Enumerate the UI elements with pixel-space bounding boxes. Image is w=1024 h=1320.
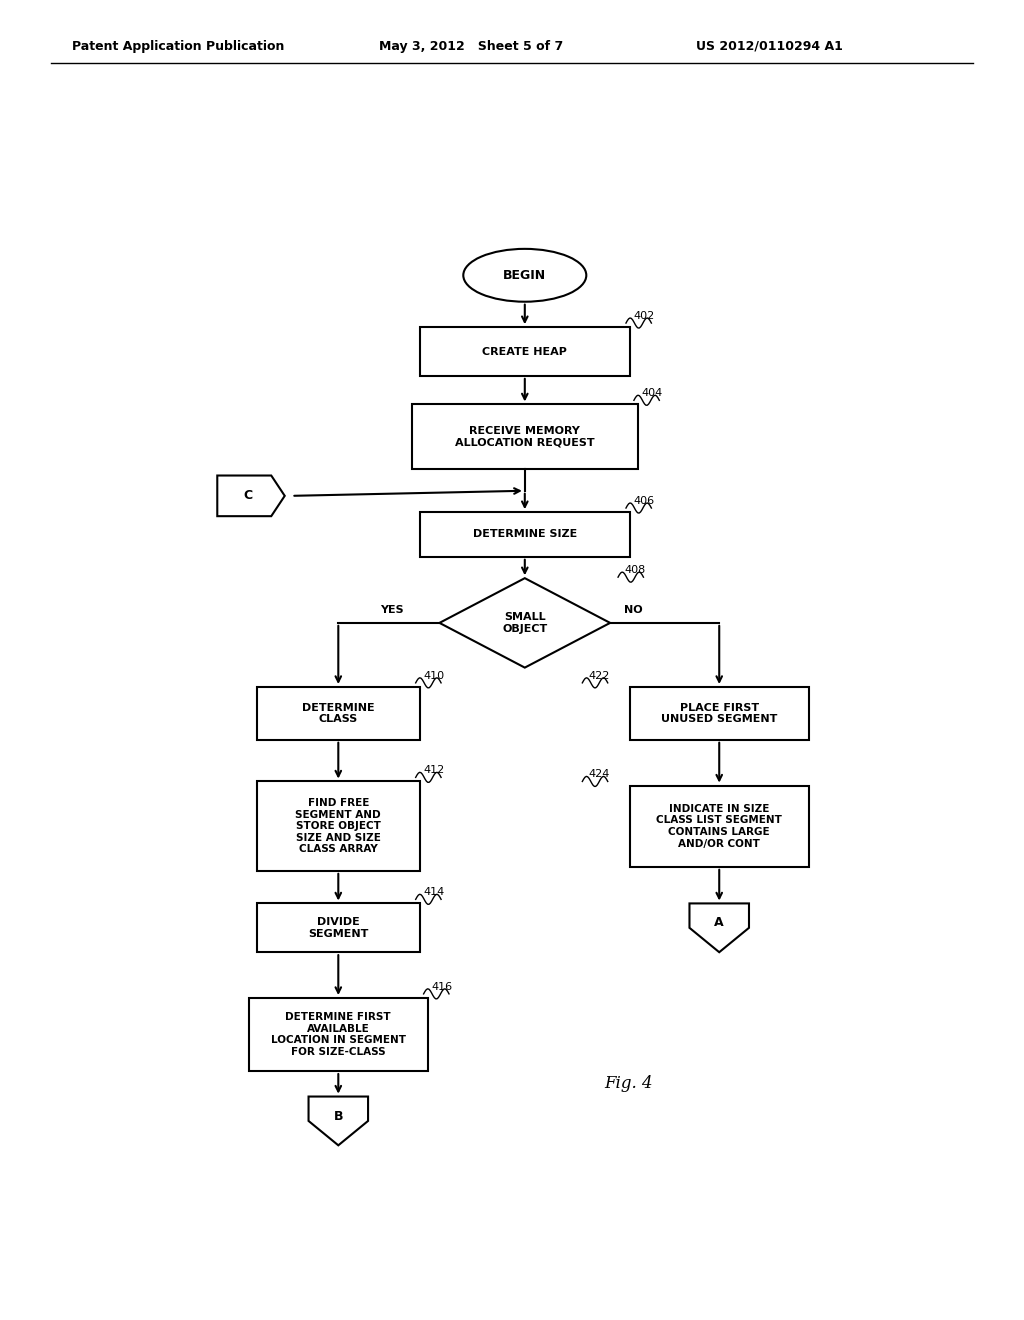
Text: NO: NO	[625, 605, 643, 615]
Text: INDICATE IN SIZE
CLASS LIST SEGMENT
CONTAINS LARGE
AND/OR CONT: INDICATE IN SIZE CLASS LIST SEGMENT CONT…	[656, 804, 782, 849]
Text: 412: 412	[424, 766, 444, 775]
Text: DETERMINE FIRST
AVAILABLE
LOCATION IN SEGMENT
FOR SIZE-CLASS: DETERMINE FIRST AVAILABLE LOCATION IN SE…	[270, 1012, 406, 1057]
Text: B: B	[334, 1110, 343, 1122]
Text: May 3, 2012   Sheet 5 of 7: May 3, 2012 Sheet 5 of 7	[379, 40, 563, 53]
Text: 402: 402	[634, 312, 655, 321]
Text: Fig. 4: Fig. 4	[604, 1076, 652, 1093]
Text: DETERMINE SIZE: DETERMINE SIZE	[473, 529, 577, 540]
Text: PLACE FIRST
UNUSED SEGMENT: PLACE FIRST UNUSED SEGMENT	[662, 702, 777, 725]
Text: 410: 410	[424, 671, 444, 681]
Text: 416: 416	[431, 982, 453, 991]
Text: BEGIN: BEGIN	[503, 269, 547, 281]
Text: RECEIVE MEMORY
ALLOCATION REQUEST: RECEIVE MEMORY ALLOCATION REQUEST	[455, 426, 595, 447]
Text: Patent Application Publication: Patent Application Publication	[72, 40, 284, 53]
Text: 408: 408	[625, 565, 646, 576]
Text: 404: 404	[642, 388, 664, 399]
Text: 414: 414	[424, 887, 444, 898]
Text: 406: 406	[634, 496, 655, 506]
Text: 422: 422	[589, 671, 610, 681]
Text: US 2012/0110294 A1: US 2012/0110294 A1	[696, 40, 843, 53]
Text: C: C	[243, 490, 252, 503]
Text: DETERMINE
CLASS: DETERMINE CLASS	[302, 702, 375, 725]
Text: A: A	[715, 916, 724, 929]
Text: DIVIDE
SEGMENT: DIVIDE SEGMENT	[308, 917, 369, 939]
Text: SMALL
OBJECT: SMALL OBJECT	[502, 612, 548, 634]
Text: CREATE HEAP: CREATE HEAP	[482, 347, 567, 356]
Text: FIND FREE
SEGMENT AND
STORE OBJECT
SIZE AND SIZE
CLASS ARRAY: FIND FREE SEGMENT AND STORE OBJECT SIZE …	[296, 799, 381, 854]
Text: YES: YES	[380, 605, 403, 615]
Text: 424: 424	[589, 770, 610, 779]
